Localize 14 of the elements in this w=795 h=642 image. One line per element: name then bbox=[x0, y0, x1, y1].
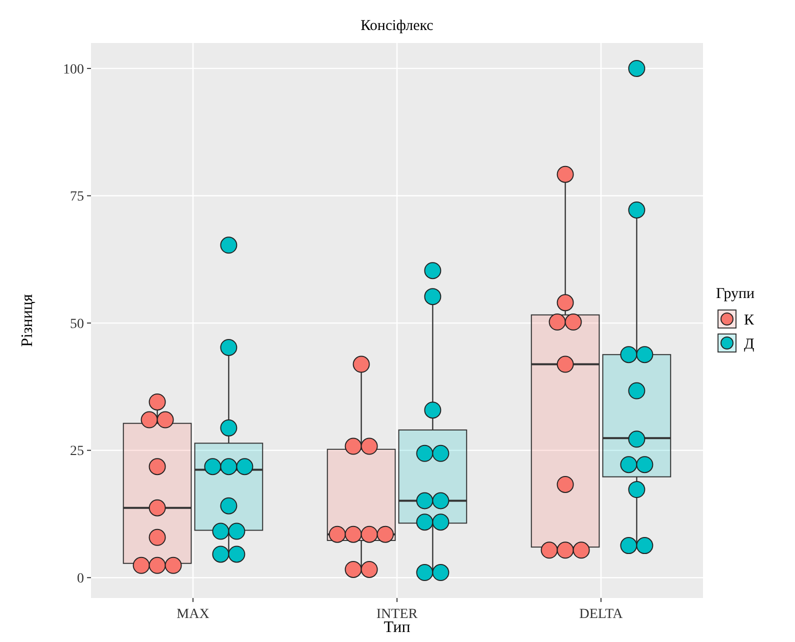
y-tick-label: 0 bbox=[77, 572, 84, 587]
legend-label: Д bbox=[744, 336, 754, 352]
legend-label: К bbox=[744, 312, 755, 328]
x-tick-label: MAX bbox=[176, 607, 210, 622]
chart-title: Консіфлекс bbox=[360, 18, 434, 34]
x-axis-title: Тип bbox=[384, 619, 411, 636]
y-axis-title: Різниця bbox=[19, 294, 36, 347]
legend-title: Групи bbox=[716, 286, 755, 302]
x-tick-label: INTER bbox=[376, 607, 418, 622]
y-tick-label: 50 bbox=[70, 316, 84, 332]
x-tick-label: DELTA bbox=[579, 607, 624, 622]
y-tick-label: 25 bbox=[70, 444, 84, 460]
y-tick-label: 75 bbox=[70, 190, 84, 205]
y-tick-label: 100 bbox=[63, 62, 84, 78]
